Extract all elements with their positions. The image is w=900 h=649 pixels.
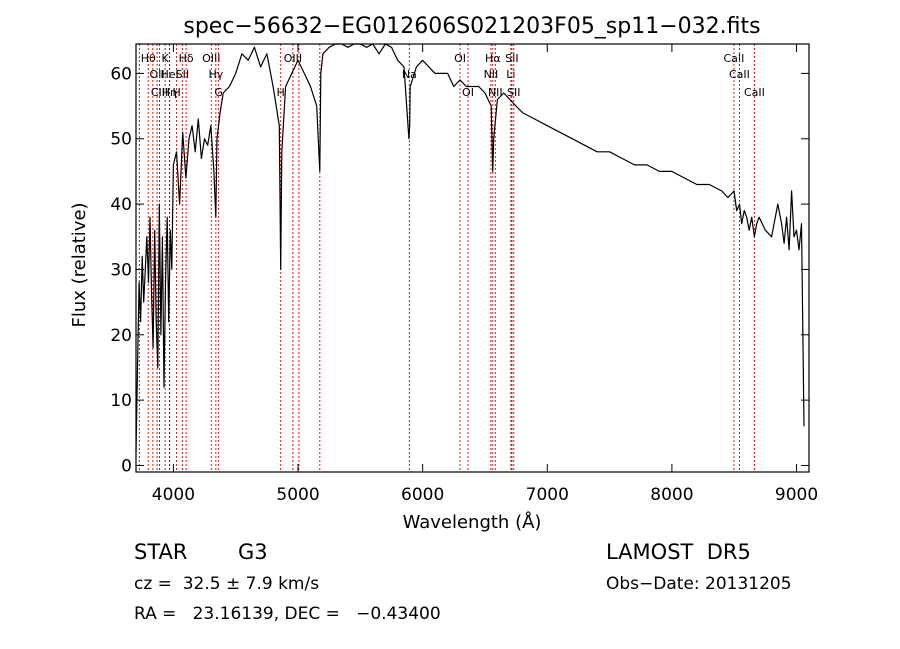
y-tick-label: 40 — [110, 195, 132, 215]
x-axis-label: Wavelength (Å) — [403, 511, 542, 533]
line-marker-label: CIII — [151, 86, 168, 99]
coordinates-text: RA = 23.16139, DEC = −0.43400 — [134, 604, 441, 624]
y-tick-label: 60 — [110, 64, 132, 84]
line-marker-label: Hθ — [141, 52, 156, 65]
x-tick-label: 4000 — [152, 485, 195, 505]
y-tick-label: 0 — [121, 456, 132, 476]
line-marker-label: H — [172, 86, 180, 99]
line-marker-label: OIII — [202, 52, 220, 65]
spectrum-series-line — [135, 43, 805, 453]
x-tick-label: 6000 — [401, 485, 444, 505]
line-marker-label: H — [277, 86, 285, 99]
line-marker-label: NII — [484, 68, 499, 81]
x-tick-label: 7000 — [526, 485, 569, 505]
y-tick-label: 10 — [110, 391, 132, 411]
line-marker-label: G — [214, 86, 223, 99]
y-axis: 0 10 20 30 40 50 60 — [110, 64, 809, 476]
y-tick-label: 30 — [110, 260, 132, 280]
x-tick-label: 5000 — [276, 485, 319, 505]
line-marker-label: SII — [507, 86, 520, 99]
line-marker-label: OI — [454, 52, 466, 65]
line-marker-label: OI — [462, 86, 474, 99]
line-marker-label: Li — [506, 68, 515, 81]
line-marker-label: K — [162, 52, 170, 65]
line-marker-label: OII — [149, 68, 164, 81]
line-marker-label: HeI — [161, 68, 179, 81]
x-axis: 4000 5000 6000 7000 8000 9000 — [152, 44, 818, 505]
object-class: STAR — [134, 540, 188, 564]
line-marker-label: NII — [488, 86, 503, 99]
observation-date: Obs−Date: 20131205 — [606, 574, 792, 594]
chart-title: spec−56632−EG012606S021203F05_sp11−032.f… — [183, 14, 760, 39]
survey-name: LAMOST DR5 — [606, 540, 751, 564]
spectrum-chart: spec−56632−EG012606S021203F05_sp11−032.f… — [69, 14, 818, 533]
plot-frame — [135, 43, 810, 473]
y-tick-label: 20 — [110, 326, 132, 346]
line-marker-label: Hδ — [179, 52, 194, 65]
object-subclass: G3 — [238, 540, 268, 564]
line-marker-label: Hγ — [208, 68, 223, 81]
line-marker-label: CaII — [724, 52, 745, 65]
line-marker-label: SII — [176, 68, 189, 81]
y-axis-label: Flux (relative) — [69, 202, 90, 327]
line-marker-label: CaII — [744, 86, 765, 99]
x-tick-label: 9000 — [775, 485, 818, 505]
redshift-text: cz = 32.5 ± 7.9 km/s — [134, 574, 320, 594]
line-marker-label: SII — [505, 52, 518, 65]
line-marker-label: Hη — [162, 86, 177, 99]
x-tick-label: 8000 — [650, 485, 693, 505]
line-marker-label: CaII — [729, 68, 750, 81]
y-tick-label: 50 — [110, 130, 132, 150]
line-marker-label: Hα — [485, 52, 501, 65]
